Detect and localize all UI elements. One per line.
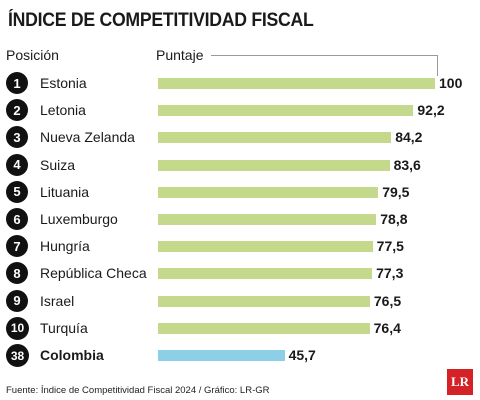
score-value-label: 100 (439, 75, 463, 91)
chart-row: 8 República Checa 77,3 (0, 260, 480, 286)
score-scale-tick (437, 55, 438, 76)
rank-badge: 1 (6, 72, 28, 94)
country-label: Colombia (40, 347, 104, 363)
score-value-label: 77,3 (376, 265, 404, 282)
score-bar (158, 295, 370, 307)
score-value-label: 78,8 (380, 211, 408, 227)
score-value-label: 79,5 (382, 183, 410, 200)
rank-badge: 9 (6, 289, 28, 312)
country-label: Letonia (40, 102, 86, 119)
score-bar (158, 78, 435, 89)
score-scale-line (211, 55, 438, 56)
score-bar (158, 322, 370, 334)
chart-row: 3 Nueva Zelanda 84,2 (0, 124, 480, 150)
rank-badge: 3 (6, 126, 28, 149)
rank-badge: 7 (6, 235, 28, 258)
chart-row: 4 Suiza 83,6 (0, 152, 480, 178)
chart-title: ÍNDICE DE COMPETITIVIDAD FISCAL (8, 10, 314, 31)
score-bar (158, 186, 379, 198)
country-label: Nueva Zelanda (40, 129, 135, 146)
country-label: Lituania (40, 183, 90, 200)
country-label: Turquía (40, 319, 88, 336)
score-bar (158, 214, 377, 225)
score-bar (158, 159, 390, 171)
score-bar (158, 132, 392, 144)
chart-row: 5 Lituania 79,5 (0, 179, 480, 205)
score-value-label: 92,2 (417, 102, 445, 119)
country-label: Suiza (40, 156, 76, 173)
rank-badge: 8 (6, 262, 28, 285)
country-label: República Checa (40, 265, 147, 282)
country-label: Luxemburgo (40, 211, 118, 227)
rank-badge: 5 (6, 180, 28, 203)
score-bar (158, 105, 414, 117)
score-bar (158, 268, 373, 280)
score-bar (158, 350, 285, 361)
rank-badge: 6 (6, 208, 28, 230)
chart-row: 2 Letonia 92,2 (0, 97, 480, 123)
rank-badge: 10 (6, 316, 29, 340)
chart-row: 1 Estonia 100 (0, 70, 480, 96)
chart-row: 10 Turquía 76,4 (0, 315, 480, 341)
score-bar (158, 241, 373, 253)
position-column-header: Posición (6, 47, 59, 63)
source-footer: Fuente: Índice de Competitividad Fiscal … (6, 385, 270, 396)
chart-row: 7 Hungría 77,5 (0, 233, 480, 259)
rank-badge: 2 (6, 99, 28, 122)
chart-row: 6 Luxemburgo 78,8 (0, 206, 480, 232)
score-value-label: 76,4 (373, 319, 401, 336)
chart-row: 9 Israel 76,5 (0, 288, 480, 314)
country-label: Hungría (40, 238, 90, 255)
score-value-label: 45,7 (288, 347, 316, 363)
rank-badge: 38 (6, 344, 29, 367)
score-value-label: 83,6 (393, 156, 421, 173)
rank-badge: 4 (6, 153, 28, 176)
country-label: Estonia (40, 75, 87, 91)
chart-row: 38 Colombia 45,7 (0, 342, 480, 368)
score-value-label: 77,5 (376, 238, 404, 255)
score-value-label: 76,5 (373, 292, 402, 309)
score-value-label: 84,2 (395, 129, 423, 146)
lr-logo: LR (447, 369, 473, 395)
country-label: Israel (40, 292, 75, 309)
score-column-header: Puntaje (156, 47, 204, 63)
